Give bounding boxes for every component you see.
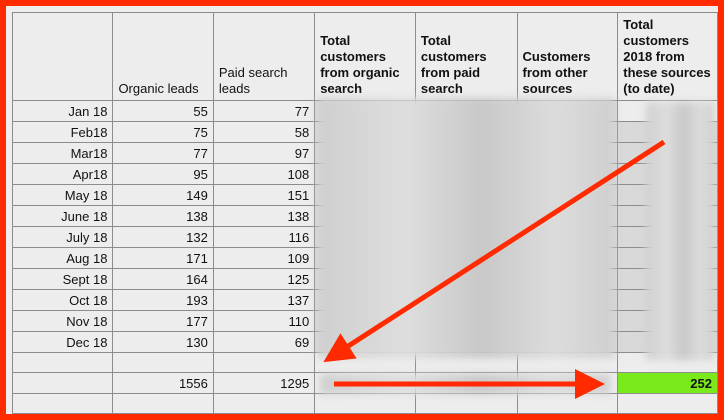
header-paid-search-leads[interactable]: Paid search leads: [212, 12, 316, 101]
organic-leads-cell[interactable]: 177: [112, 310, 214, 332]
month-cell[interactable]: Oct 18: [11, 289, 114, 311]
diagonal-arrow: [323, 139, 666, 363]
header-row: Organic leads Paid search leads Total cu…: [11, 12, 718, 101]
header-other-sources[interactable]: Customers from other sources: [516, 12, 619, 101]
month-cell[interactable]: Jan 18: [11, 100, 114, 122]
month-cell[interactable]: May 18: [11, 184, 114, 206]
organic-leads-cell[interactable]: 77: [112, 142, 214, 164]
month-cell[interactable]: Aug 18: [11, 247, 114, 269]
paid-leads-cell[interactable]: 97: [212, 142, 316, 164]
paid-leads-cell[interactable]: 125: [212, 268, 316, 290]
month-cell[interactable]: Feb18: [11, 121, 114, 143]
total-organic-leads-cell[interactable]: 1556: [112, 372, 214, 394]
paid-leads-cell[interactable]: 108: [212, 163, 316, 185]
empty-cell[interactable]: [11, 393, 114, 414]
annotation-arrows: [323, 139, 666, 399]
header-month[interactable]: [11, 12, 114, 101]
empty-cell[interactable]: [212, 393, 316, 414]
empty-cell[interactable]: [617, 393, 718, 414]
header-total-paid[interactable]: Total customers from paid search: [414, 12, 518, 101]
redacted-region-customers: [318, 98, 614, 358]
paid-leads-cell[interactable]: 151: [212, 184, 316, 206]
organic-leads-cell[interactable]: 132: [112, 226, 214, 248]
empty-cell[interactable]: [314, 393, 416, 414]
empty-row: [11, 393, 718, 414]
organic-leads-cell[interactable]: 138: [112, 205, 214, 227]
empty-cell[interactable]: [112, 393, 214, 414]
organic-leads-cell[interactable]: 130: [112, 331, 214, 353]
header-total-2018[interactable]: Total customers 2018 from these sources …: [617, 12, 718, 101]
header-organic-leads[interactable]: Organic leads: [112, 12, 214, 101]
organic-leads-cell[interactable]: 55: [112, 100, 214, 122]
paid-leads-cell[interactable]: 109: [212, 247, 316, 269]
